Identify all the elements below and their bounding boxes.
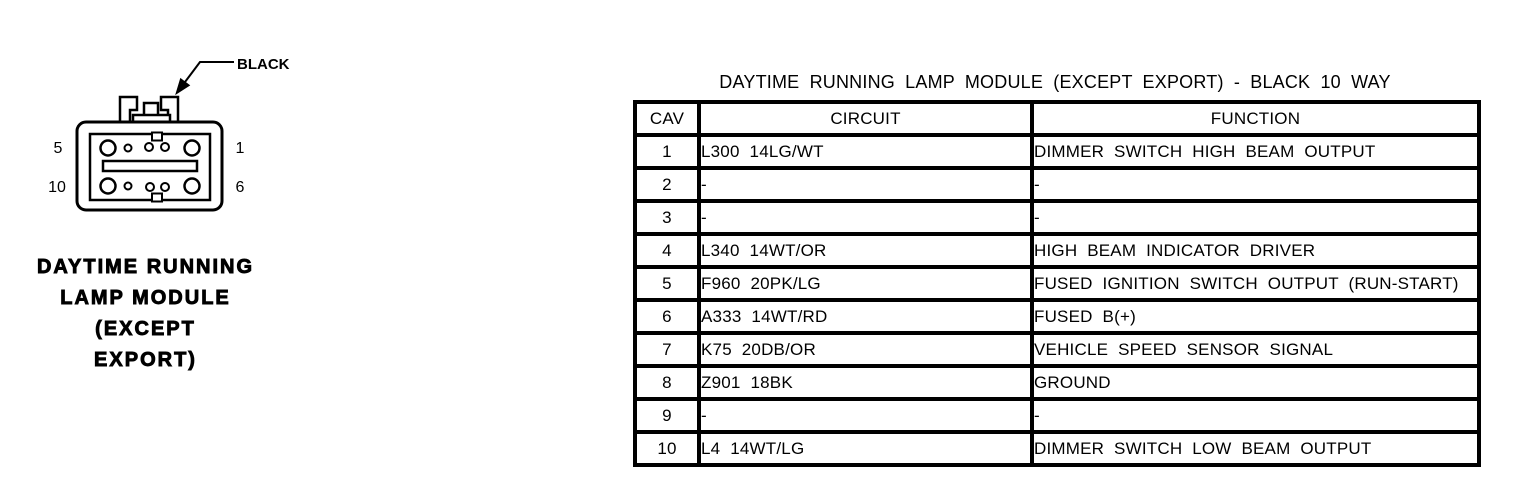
pin-label-top-left: 5: [54, 140, 63, 157]
black-label-leader-line: [184, 61, 234, 83]
pin-label-top-right: 1: [236, 140, 245, 157]
cav-cell: 1: [633, 133, 701, 170]
circuit-cell: Z901 18BK: [697, 364, 1034, 401]
cav-header: CAV: [633, 100, 701, 137]
pin-cavity: [123, 143, 133, 153]
circuit-cell: L340 14WT/OR: [697, 232, 1034, 269]
table-row: 8 Z901 18BK GROUND: [633, 364, 1481, 401]
cav-cell: 5: [633, 265, 701, 302]
table-title: DAYTIME RUNNING LAMP MODULE (EXCEPT EXPO…: [719, 72, 1391, 92]
circuit-cell: -: [697, 397, 1034, 434]
black-label-arrowhead-icon: [175, 77, 191, 96]
function-cell: -: [1030, 166, 1481, 203]
circuit-cell: L4 14WT/LG: [697, 430, 1034, 467]
connector-color-label: BLACK: [237, 56, 290, 73]
function-header: FUNCTION: [1030, 100, 1481, 137]
caption-line: DAYTIME RUNNING: [36, 256, 255, 279]
table-row: 6 A333 14WT/RD FUSED B(+): [633, 298, 1481, 335]
function-cell: DIMMER SWITCH LOW BEAM OUTPUT: [1030, 430, 1481, 467]
function-cell: -: [1030, 397, 1481, 434]
table-row: 1 L300 14LG/WT DIMMER SWITCH HIGH BEAM OUT…: [633, 133, 1481, 170]
pin-cavity: [160, 182, 170, 192]
caption-line: LAMP MODULE: [60, 287, 231, 310]
pin-cavity: [183, 139, 201, 157]
pinout-table: CAV CIRCUIT FUNCTION 1 L300 14LG/WT DIMMER…: [633, 100, 1481, 467]
cav-cell: 10: [633, 430, 701, 467]
table-row: 10 L4 14WT/LG DIMMER SWITCH LOW BEAM OUTPU…: [633, 430, 1481, 467]
table-row: 4 L340 14WT/OR HIGH BEAM INDICATOR DRIVER: [633, 232, 1481, 269]
keyway-top-notch: [151, 131, 163, 142]
function-cell: VEHICLE SPEED SENSOR SIGNAL: [1030, 331, 1481, 368]
cav-cell: 4: [633, 232, 701, 269]
circuit-cell: F960 20PK/LG: [697, 265, 1034, 302]
circuit-cell: -: [697, 199, 1034, 236]
pin-cavity: [123, 181, 133, 191]
keyway-bottom-notch: [151, 192, 163, 203]
cav-cell: 8: [633, 364, 701, 401]
table-row: 2--: [633, 166, 1481, 203]
connector-caption: DAYTIME RUNNING LAMP MODULE (EXCEPT EXPO…: [8, 252, 283, 376]
circuit-cell: -: [697, 166, 1034, 203]
pin-cavity: [99, 177, 117, 195]
caption-line: (EXCEPT: [95, 318, 196, 341]
function-cell: HIGH BEAM INDICATOR DRIVER: [1030, 232, 1481, 269]
function-cell: FUSED B(+): [1030, 298, 1481, 335]
pin-cavity: [160, 142, 170, 152]
circuit-cell: K75 20DB/OR: [697, 331, 1034, 368]
pin-cavity: [183, 177, 201, 195]
cav-cell: 7: [633, 331, 701, 368]
function-cell: DIMMER SWITCH HIGH BEAM OUTPUT: [1030, 133, 1481, 170]
table-row: 3--: [633, 199, 1481, 236]
table-row: 9--: [633, 397, 1481, 434]
connector-diagram: BLACK 5 1 10 6: [48, 56, 290, 212]
pinout-table-body: 1 L300 14LG/WT DIMMER SWITCH HIGH BEAM OUT…: [633, 133, 1481, 467]
function-cell: GROUND: [1030, 364, 1481, 401]
pin-label-bottom-left: 10: [48, 179, 66, 196]
pin-cavity: [99, 139, 117, 157]
pin-cavity: [145, 182, 155, 192]
table-row: 7 K75 20DB/OR VEHICLE SPEED SENSOR SIGNAL: [633, 331, 1481, 368]
cav-cell: 3: [633, 199, 701, 236]
cav-cell: 6: [633, 298, 701, 335]
function-cell: -: [1030, 199, 1481, 236]
center-slot: [101, 159, 199, 173]
cav-cell: 2: [633, 166, 701, 203]
function-cell: FUSED IGNITION SWITCH OUTPUT (RUN-START): [1030, 265, 1481, 302]
table-row: 5 F960 20PK/LG FUSED IGNITION SWITCH OUTPU…: [633, 265, 1481, 302]
circuit-header: CIRCUIT: [697, 100, 1034, 137]
cav-cell: 9: [633, 397, 701, 434]
caption-line: EXPORT): [94, 349, 197, 372]
pin-label-bottom-right: 6: [236, 179, 245, 196]
pin-cavity: [144, 142, 154, 152]
circuit-cell: L300 14LG/WT: [697, 133, 1034, 170]
table-header-row: CAV CIRCUIT FUNCTION: [633, 100, 1481, 137]
circuit-cell: A333 14WT/RD: [697, 298, 1034, 335]
